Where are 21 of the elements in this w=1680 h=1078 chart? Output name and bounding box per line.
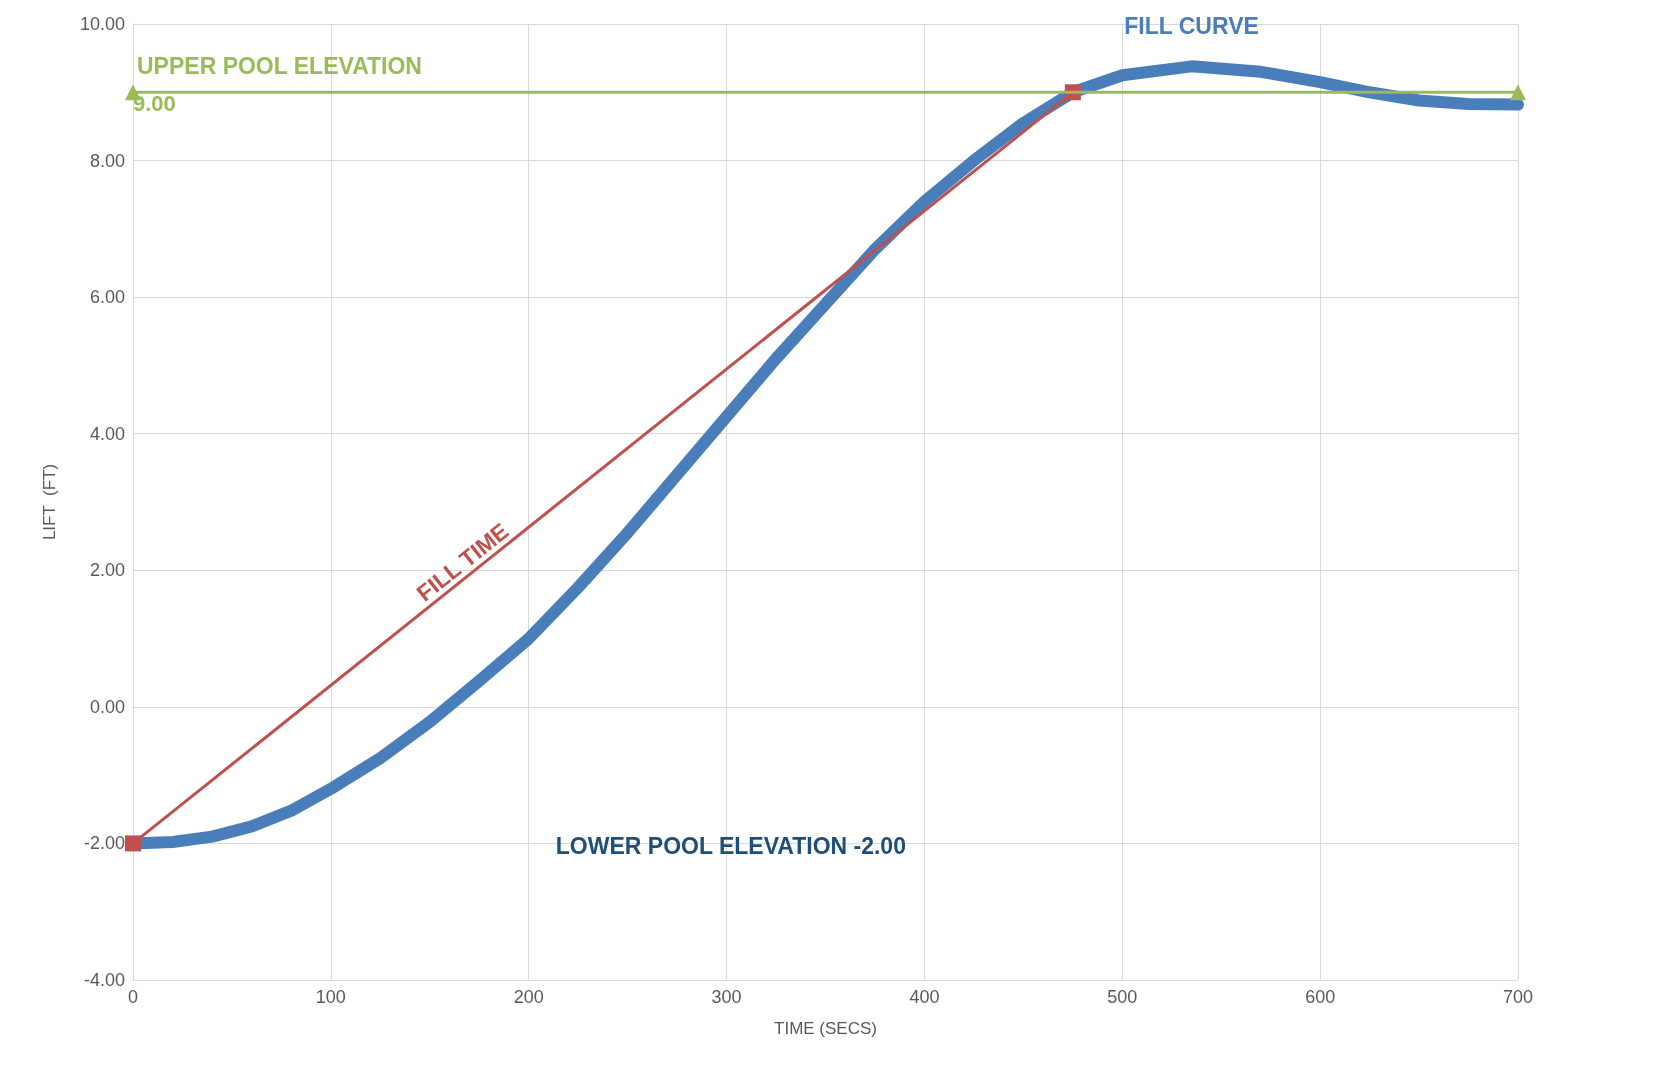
x-tick-label: 700 (1502, 987, 1534, 1007)
x-tick-label: 200 (513, 987, 544, 1007)
x-tick-label: 600 (1305, 987, 1336, 1007)
x-tick-label: 300 (711, 987, 742, 1007)
y-tick-label: -2.00 (83, 833, 125, 854)
y-axis-title: LIFT (FT) (40, 463, 59, 541)
y-tick-label: 10.00 (79, 14, 125, 34)
y-tick-label: -4.00 (83, 970, 125, 990)
x-tick-label: 0 (127, 987, 139, 1007)
series-label: FILL CURVE (1124, 13, 1259, 40)
series-label: UPPER POOL ELEVATION (137, 53, 422, 80)
x-tick-label: 500 (1107, 987, 1138, 1007)
x-tick-label: 100 (315, 987, 346, 1007)
y-tick-label: 2.00 (89, 560, 125, 581)
annotation: LOWER POOL ELEVATION -2.00 (555, 833, 906, 860)
x-axis-title: TIME (SECS) (774, 1019, 877, 1038)
y-tick-label: 6.00 (89, 287, 125, 308)
y-tick-label: 4.00 (89, 423, 125, 444)
x-tick-label: 400 (909, 987, 940, 1007)
y-tick-label: 8.00 (89, 150, 125, 171)
y-tick-label: 0.00 (89, 696, 125, 717)
